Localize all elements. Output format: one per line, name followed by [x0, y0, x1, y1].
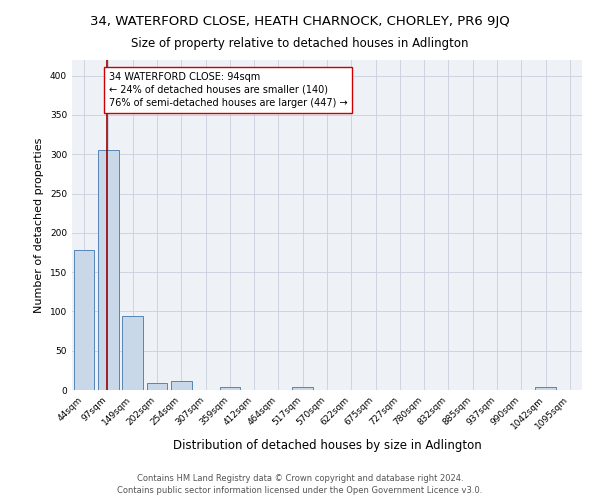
Bar — [122, 316, 143, 390]
Bar — [98, 150, 119, 390]
Bar — [74, 250, 94, 390]
X-axis label: Distribution of detached houses by size in Adlington: Distribution of detached houses by size … — [173, 440, 481, 452]
Bar — [146, 383, 167, 390]
Text: 34, WATERFORD CLOSE, HEATH CHARNOCK, CHORLEY, PR6 9JQ: 34, WATERFORD CLOSE, HEATH CHARNOCK, CHO… — [90, 15, 510, 28]
Bar — [535, 387, 556, 390]
Bar — [292, 387, 313, 390]
Bar — [171, 382, 191, 390]
Y-axis label: Number of detached properties: Number of detached properties — [34, 138, 44, 312]
Text: Contains HM Land Registry data © Crown copyright and database right 2024.
Contai: Contains HM Land Registry data © Crown c… — [118, 474, 482, 495]
Bar — [220, 387, 240, 390]
Text: Size of property relative to detached houses in Adlington: Size of property relative to detached ho… — [131, 38, 469, 51]
Text: 34 WATERFORD CLOSE: 94sqm
← 24% of detached houses are smaller (140)
76% of semi: 34 WATERFORD CLOSE: 94sqm ← 24% of detac… — [109, 72, 347, 108]
